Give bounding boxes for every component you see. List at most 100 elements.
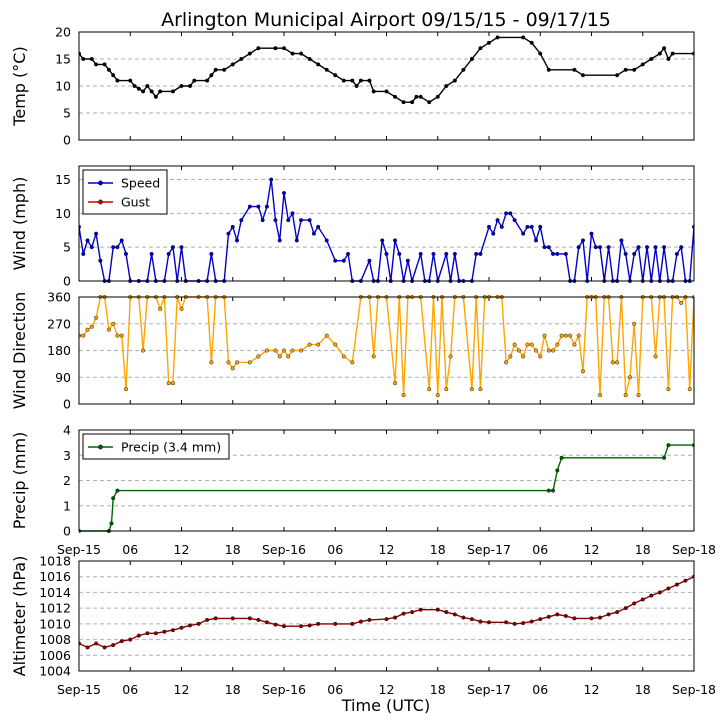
dir-data-point xyxy=(533,348,538,353)
alt-data-point xyxy=(435,607,440,612)
alt-data-point xyxy=(307,623,312,628)
precip-data-point xyxy=(109,521,114,526)
wind-data-point xyxy=(89,245,94,250)
temp-data-point xyxy=(115,78,120,83)
dir-data-point xyxy=(529,342,534,347)
dir-frame xyxy=(78,296,695,405)
temp-data-point xyxy=(354,83,359,88)
dir-data-point xyxy=(516,348,521,353)
temp-data-point xyxy=(435,94,440,99)
dir-data-point xyxy=(504,360,509,365)
alt-ytick-label: 1008 xyxy=(39,632,71,647)
wind-data-point xyxy=(478,251,483,256)
precip-xtick-label: Sep-16 xyxy=(262,542,306,557)
dir-data-point xyxy=(444,387,449,392)
wind-data-point xyxy=(491,231,496,236)
alt-data-point xyxy=(162,629,167,634)
dir-data-point xyxy=(264,348,269,353)
dir-data-point xyxy=(256,354,261,359)
alt-data-point xyxy=(367,617,372,622)
precip-legend-label: Precip (3.4 mm) xyxy=(121,440,221,455)
alt-data-point xyxy=(128,637,133,642)
alt-data-point xyxy=(153,631,158,636)
dir-data-point xyxy=(568,333,573,338)
wind-data-point xyxy=(346,251,351,256)
alt-ylabel: Altimeter (hPa) xyxy=(10,556,29,677)
wind-data-point xyxy=(645,245,650,250)
temp-data-point xyxy=(487,40,492,45)
precip-frame xyxy=(78,429,695,532)
temp-data-point xyxy=(572,67,577,72)
temp-data-point xyxy=(427,100,432,105)
temp-data-point xyxy=(230,62,235,67)
dir-data-point xyxy=(115,333,120,338)
dir-data-point xyxy=(247,360,252,365)
wind-data-point xyxy=(521,231,526,236)
wind-data-point xyxy=(286,218,291,223)
wind-data-point xyxy=(551,251,556,256)
alt-data-point xyxy=(478,619,483,624)
dir-data-point xyxy=(687,387,692,392)
dir-data-point xyxy=(580,369,585,374)
wind-data-point xyxy=(384,251,389,256)
wind-data-point xyxy=(679,245,684,250)
alt-data-point xyxy=(196,621,201,626)
alt-xtick-label: 18 xyxy=(430,682,446,697)
dir-data-point xyxy=(551,348,556,353)
wind-legend: Speed Gust xyxy=(82,169,168,215)
alt-data-point xyxy=(273,622,278,627)
alt-data-point xyxy=(469,617,474,622)
temp-data-point xyxy=(299,51,304,56)
temp-data-point xyxy=(478,46,483,51)
alt-data-point xyxy=(384,617,389,622)
alt-data-point xyxy=(247,616,252,621)
temp-data-point xyxy=(623,67,628,72)
wind-data-point xyxy=(418,251,423,256)
wind-data-point xyxy=(311,231,316,236)
wind-data-point xyxy=(474,251,479,256)
alt-data-point xyxy=(299,624,304,629)
temp-ytick-label: 10 xyxy=(55,79,71,94)
dir-data-point xyxy=(521,354,526,359)
wind-data-point xyxy=(380,238,385,243)
wind-data-point xyxy=(247,204,252,209)
dir-ytick-label: 270 xyxy=(47,316,71,331)
dir-data-point xyxy=(350,360,355,365)
alt-data-point xyxy=(529,619,534,624)
alt-ytick-label: 1004 xyxy=(39,664,71,679)
dir-data-point xyxy=(141,348,146,353)
wind-legend-marker xyxy=(98,180,103,186)
dir-data-point xyxy=(273,348,278,353)
precip-ytick-label: 4 xyxy=(63,423,71,438)
dir-data-point xyxy=(623,393,628,398)
temp-data-point xyxy=(615,73,620,78)
wind-data-point xyxy=(149,251,154,256)
wind-legend-label: Speed xyxy=(121,176,160,191)
wind-data-point xyxy=(431,251,436,256)
temp-data-point xyxy=(662,46,667,51)
precip-xtick-label: 18 xyxy=(635,542,651,557)
alt-ytick-label: 1016 xyxy=(39,569,71,584)
wind-data-point xyxy=(606,245,611,250)
precip-data-point xyxy=(111,496,116,501)
precip-data-point xyxy=(662,455,667,460)
alt-xtick-label: Sep-16 xyxy=(262,682,306,697)
alt-xtick-label: 12 xyxy=(174,682,190,697)
wind-data-point xyxy=(452,251,457,256)
temp-data-point xyxy=(367,78,372,83)
precip-data-point xyxy=(546,488,551,493)
alt-data-point xyxy=(666,586,671,591)
temp-data-point xyxy=(256,46,261,51)
alt-frame xyxy=(78,560,695,672)
alt-data-point xyxy=(615,610,620,615)
temp-data-point xyxy=(358,78,363,83)
figure-title: Arlington Municipal Airport 09/15/15 - 0… xyxy=(161,9,611,31)
wind-data-point xyxy=(226,231,231,236)
temp-data-point xyxy=(102,62,107,67)
wind-data-point xyxy=(636,245,641,250)
temp-data-point xyxy=(580,73,585,78)
wind-data-point xyxy=(589,231,594,236)
wind-data-point xyxy=(269,177,274,182)
